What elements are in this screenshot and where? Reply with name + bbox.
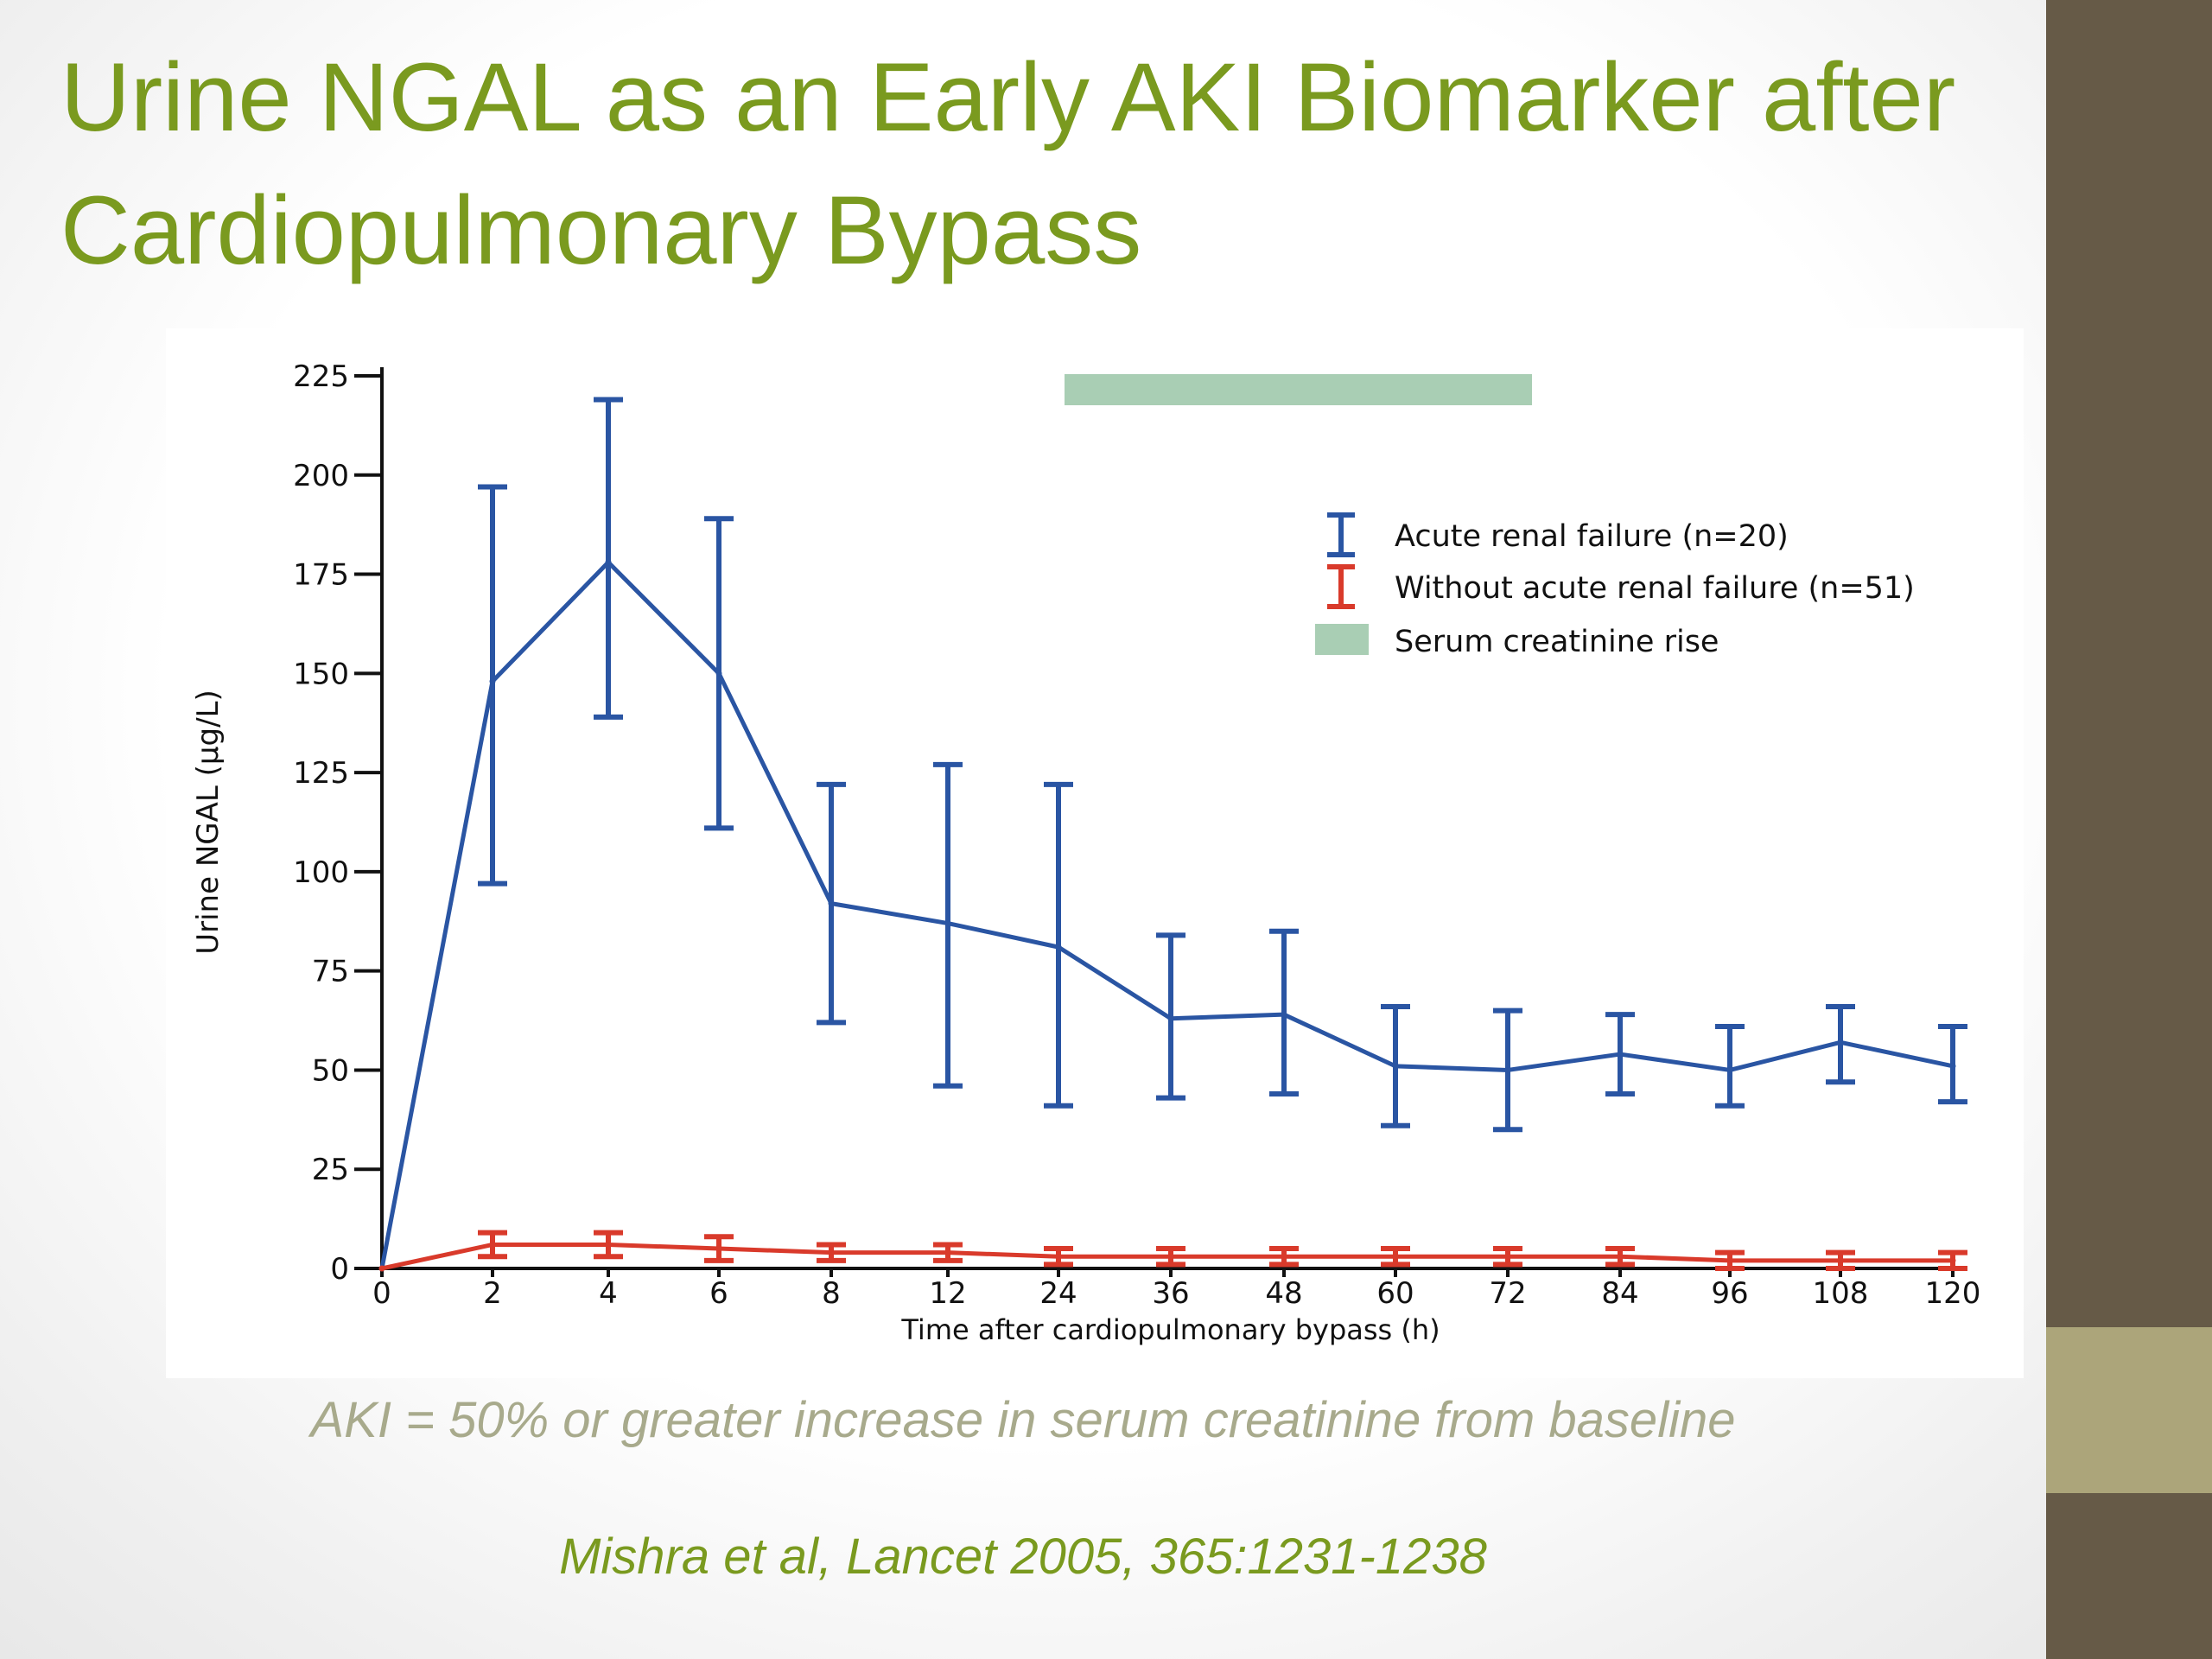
- x-tick-label: 84: [1601, 1276, 1638, 1311]
- x-tick-label: 12: [929, 1276, 966, 1311]
- y-tick-label: 0: [330, 1252, 349, 1287]
- no-aki-data-point: [489, 1241, 496, 1248]
- x-tick-label: 6: [709, 1276, 728, 1311]
- aki-data-point: [1837, 1039, 1844, 1046]
- legend-label-aki: Acute renal failure (n=20): [1395, 519, 1789, 554]
- y-tick-label: 200: [293, 459, 349, 493]
- no-aki-data-point: [1504, 1253, 1511, 1260]
- aki-data-point: [1392, 1063, 1399, 1070]
- x-tick-label: 2: [483, 1276, 502, 1311]
- aki-data-point: [715, 670, 722, 677]
- y-tick-label: 150: [293, 657, 349, 691]
- x-tick-label: 60: [1376, 1276, 1414, 1311]
- no-aki-data-point: [1281, 1253, 1287, 1260]
- x-tick-label: 72: [1489, 1276, 1526, 1311]
- aki-data-point: [828, 900, 835, 907]
- sidebar-accent: [2046, 1327, 2212, 1493]
- aki-data-point: [1055, 944, 1062, 950]
- x-tick-label: 48: [1265, 1276, 1302, 1311]
- aki-data-point: [1504, 1066, 1511, 1073]
- x-tick-label: 4: [599, 1276, 618, 1311]
- no-aki-data-point: [1617, 1253, 1624, 1260]
- slide-title: Urine NGAL as an Early AKI Biomarker aft…: [60, 43, 1956, 284]
- aki-definition: AKI = 50% or greater increase in serum c…: [310, 1392, 1736, 1448]
- no-aki-data-point: [1167, 1253, 1174, 1260]
- y-tick-label: 100: [293, 855, 349, 890]
- y-axis-title: Urine NGAL (µg/L): [191, 690, 226, 955]
- aki-data-point: [605, 559, 612, 566]
- no-aki-data-point: [828, 1249, 835, 1256]
- aki-data-point: [1726, 1066, 1733, 1073]
- x-tick-label: 108: [1813, 1276, 1869, 1311]
- x-tick-label: 96: [1711, 1276, 1748, 1311]
- y-tick-label: 25: [312, 1153, 349, 1187]
- y-tick-label: 225: [293, 359, 349, 394]
- chart-panel: [166, 328, 2024, 1378]
- x-tick-label: 36: [1152, 1276, 1189, 1311]
- no-aki-data-point: [1837, 1257, 1844, 1264]
- x-tick-label: 8: [822, 1276, 841, 1311]
- legend-no-aki-icon: [1327, 564, 1355, 609]
- y-tick-label: 75: [312, 955, 349, 989]
- no-aki-data-point: [1055, 1253, 1062, 1260]
- x-tick-label: 120: [1925, 1276, 1981, 1311]
- aki-data-point: [1281, 1011, 1287, 1018]
- y-tick-label: 50: [312, 1053, 349, 1088]
- no-aki-data-point: [378, 1265, 385, 1272]
- aki-data-point: [1617, 1051, 1624, 1058]
- creatinine-rise-band: [1065, 374, 1532, 405]
- aki-data-point: [489, 678, 496, 685]
- no-aki-data-point: [1392, 1253, 1399, 1260]
- y-tick-label: 175: [293, 558, 349, 593]
- no-aki-data-point: [715, 1245, 722, 1252]
- no-aki-data-point: [1726, 1257, 1733, 1264]
- no-aki-data-point: [605, 1241, 612, 1248]
- no-aki-data-point: [944, 1249, 951, 1256]
- aki-data-point: [1167, 1015, 1174, 1022]
- citation: Mishra et al, Lancet 2005, 365:1231-1238: [559, 1529, 1487, 1585]
- aki-data-point: [1949, 1063, 1956, 1070]
- x-tick-label: 24: [1039, 1276, 1077, 1311]
- legend-label-no-aki: Without acute renal failure (n=51): [1395, 571, 1915, 606]
- x-tick-label: 0: [372, 1276, 391, 1311]
- legend-creatinine-swatch: [1315, 624, 1369, 655]
- aki-series-line: [379, 560, 1954, 1269]
- legend-label-creatinine: Serum creatinine rise: [1395, 625, 1719, 659]
- y-tick-label: 125: [293, 756, 349, 791]
- legend-aki-icon: [1327, 512, 1355, 557]
- aki-data-point: [944, 920, 951, 927]
- no-aki-data-point: [1949, 1257, 1956, 1264]
- x-axis-title: Time after cardiopulmonary bypass (h): [900, 1313, 1440, 1346]
